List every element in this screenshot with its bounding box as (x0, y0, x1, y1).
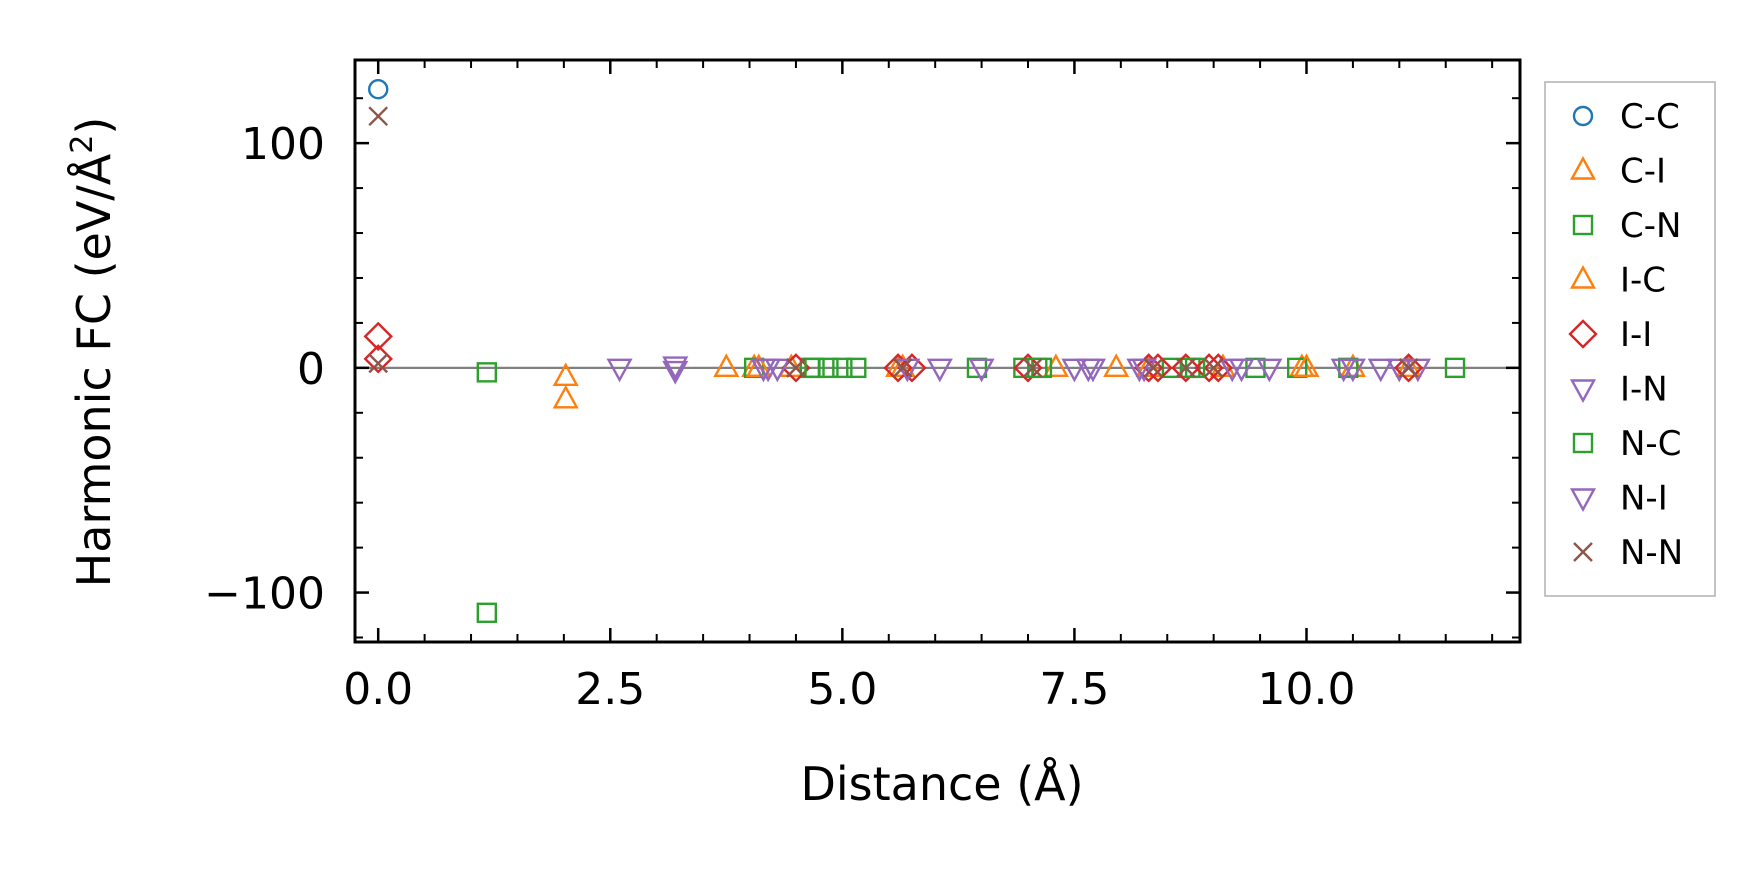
plot-area (355, 79, 1520, 623)
data-point (1228, 358, 1255, 383)
plot-frame (353, 58, 1522, 644)
data-point (1245, 357, 1266, 379)
data-point (1444, 357, 1466, 379)
legend-item: C-I (1569, 152, 1666, 192)
data-point (745, 353, 772, 378)
data-point (368, 79, 389, 100)
legend-label: C-C (1620, 97, 1680, 137)
data-point (1061, 358, 1088, 383)
legend-item: I-I (1568, 315, 1652, 355)
data-point (368, 353, 389, 374)
legend-marker (1568, 319, 1598, 349)
data-point (846, 357, 867, 379)
legend-label: N-I (1620, 479, 1668, 519)
legend-marker (1572, 214, 1594, 236)
data-point (1022, 358, 1043, 378)
data-point (662, 356, 689, 381)
y-tick-label: 100 (241, 119, 325, 170)
x-tick-label: 5.0 (807, 664, 877, 715)
legend-marker (1569, 488, 1597, 512)
data-point (476, 602, 498, 623)
data-point (368, 106, 389, 127)
x-axis-label: Distance (Å) (800, 757, 1083, 811)
data-point (1143, 358, 1164, 378)
legend-label: N-N (1620, 533, 1683, 573)
data-point (476, 362, 498, 383)
legend-marker (1572, 105, 1594, 127)
legend-marker (1569, 156, 1597, 180)
y-tick-label: −100 (204, 569, 325, 620)
data-point (1395, 353, 1422, 378)
x-tick-label: 2.5 (575, 664, 645, 715)
data-point (1027, 357, 1048, 379)
data-point (786, 358, 806, 378)
data-point (968, 358, 995, 383)
data-point (1203, 358, 1224, 378)
data-point (1171, 353, 1201, 383)
legend-item: N-N (1573, 533, 1683, 573)
data-point (764, 358, 791, 383)
data-point (897, 353, 927, 383)
legend: C-C C-I C-N I-C I-I I-N N-C N-I N-N (1544, 81, 1716, 597)
legend-marker (1572, 432, 1594, 454)
legend-label: C-I (1620, 152, 1666, 192)
data-point (363, 321, 393, 352)
y-axis-label-close: ) (67, 117, 121, 135)
series-c-n (476, 357, 1466, 623)
y-axis-label: Harmonic FC (eV/Å2) (65, 117, 121, 588)
series-n-n (368, 106, 1419, 378)
y-axis-label-main: Harmonic FC (eV/Å (67, 153, 121, 587)
legend-item: C-N (1572, 206, 1681, 246)
legend-item: N-C (1572, 424, 1681, 464)
data-point (926, 358, 953, 383)
x-tick-label: 7.5 (1039, 664, 1109, 715)
data-point (1103, 353, 1130, 378)
series-c-c (368, 79, 389, 100)
data-point (804, 357, 825, 379)
data-point (818, 357, 839, 379)
data-point (713, 353, 740, 378)
data-point (1339, 358, 1366, 383)
data-point (1175, 358, 1196, 378)
data-point (662, 360, 689, 385)
data-point (1256, 358, 1283, 383)
legend-label: I-I (1620, 315, 1652, 355)
data-point (1398, 358, 1419, 378)
data-point (552, 384, 579, 409)
legend-item: C-C (1572, 97, 1680, 137)
data-point (750, 358, 777, 383)
data-point (892, 358, 913, 378)
y-axis-label-superscript: 2 (65, 135, 100, 154)
legend-label: C-N (1620, 206, 1681, 246)
legend-marker (1573, 542, 1593, 562)
x-tick-label: 0.0 (343, 664, 413, 715)
legend-item: I-N (1569, 370, 1668, 410)
data-point (832, 357, 853, 379)
data-point (1293, 353, 1320, 378)
legend-item: N-I (1569, 479, 1668, 519)
legend-label: N-C (1620, 424, 1681, 464)
x-tick-label: 10.0 (1258, 664, 1356, 715)
data-point (1393, 353, 1424, 383)
legend-label: I-C (1620, 261, 1666, 301)
legend-marker (1569, 265, 1597, 289)
data-point (606, 358, 633, 383)
legend-marker (1569, 379, 1597, 403)
y-tick-label: 0 (297, 344, 325, 395)
legend-label: I-N (1620, 370, 1668, 410)
data-point (1079, 358, 1107, 383)
legend-item: I-C (1569, 261, 1666, 301)
axes: 0.0 2.5 5.0 7.5 10.0 −100 0 100 (204, 58, 1522, 715)
data-point (1367, 358, 1394, 383)
